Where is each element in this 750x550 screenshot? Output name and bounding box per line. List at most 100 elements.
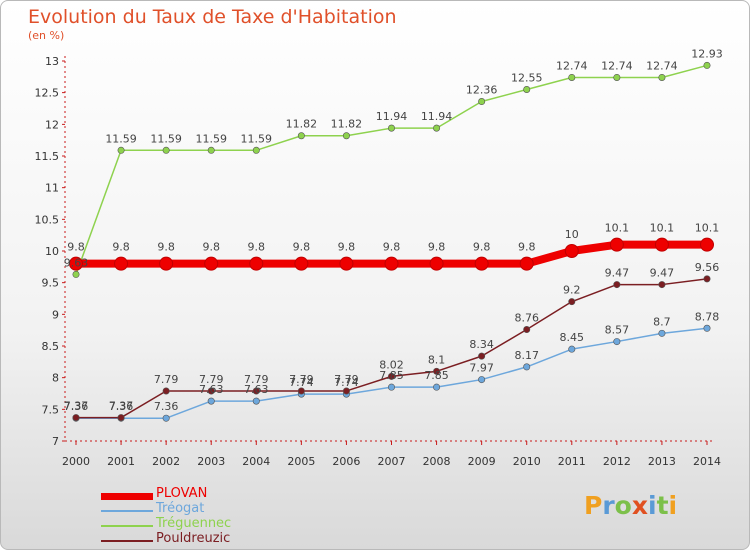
data-label-plovan: 10.1 [695,222,720,235]
y-tick-label: 8.5 [42,340,60,353]
data-label-treogat: 7.85 [379,369,404,382]
y-tick-label: 7 [52,435,59,448]
y-tick-label: 7.5 [42,403,60,416]
data-label-treguennec: 12.36 [466,84,498,97]
x-tick-label: 2014 [693,455,721,468]
data-label-treguennec: 11.59 [150,132,182,145]
data-point-treogat [658,329,666,337]
data-point-pouldreuzic [387,372,395,380]
data-point-treguennec [117,146,125,154]
y-tick-label: 9.5 [42,277,60,290]
data-point-pouldreuzic [478,352,486,360]
data-label-treogat: 7.74 [289,376,314,389]
x-tick-label: 2012 [603,455,631,468]
data-label-plovan: 9.8 [383,241,401,254]
data-label-plovan: 9.8 [428,241,446,254]
data-label-pouldreuzic: 7.79 [199,373,224,386]
data-label-plovan: 9.8 [473,241,491,254]
data-point-pouldreuzic [658,281,666,289]
y-tick-label: 11.5 [35,150,60,163]
data-point-plovan [519,256,534,271]
data-label-pouldreuzic: 8.1 [428,353,446,366]
data-point-pouldreuzic [207,387,215,395]
data-label-treguennec: 11.94 [376,110,408,123]
data-point-treogat [523,363,531,371]
data-point-treguennec [387,124,395,132]
data-label-treogat: 8.45 [560,331,585,344]
data-label-plovan: 9.8 [202,241,220,254]
data-label-plovan: 10.1 [605,222,630,235]
x-tick-label: 2006 [332,455,360,468]
data-point-treguennec [433,124,441,132]
data-point-pouldreuzic [72,414,80,422]
data-label-plovan: 9.8 [248,241,266,254]
data-point-treguennec [568,73,576,81]
x-tick-label: 2013 [648,455,676,468]
data-label-pouldreuzic: 8.76 [514,312,539,325]
data-label-treogat: 7.36 [154,400,179,413]
data-point-treogat [703,324,711,332]
data-point-plovan [429,256,444,271]
legend-label-treguennec: Tréguennec [156,516,232,531]
data-point-treguennec [252,146,260,154]
data-point-pouldreuzic [342,387,350,395]
data-point-pouldreuzic [117,414,125,422]
chart-title: Evolution du Taux de Taxe d'Habitation [28,6,397,28]
x-tick-label: 2005 [287,455,315,468]
legend-label-treogat: Tréogat [156,501,205,516]
data-point-plovan [474,256,489,271]
x-tick-label: 2008 [423,455,451,468]
data-label-plovan: 10.1 [650,222,675,235]
data-point-pouldreuzic [433,367,441,375]
data-label-treogat: 8.17 [514,349,539,362]
data-label-treguennec: 9.63 [64,256,89,269]
data-point-pouldreuzic [568,298,576,306]
x-tick-label: 2011 [558,455,586,468]
data-label-plovan: 9.8 [112,241,130,254]
data-point-treogat [252,397,260,405]
data-label-plovan: 9.8 [157,241,175,254]
data-label-treogat: 7.85 [424,369,449,382]
data-point-plovan [654,237,669,252]
data-label-pouldreuzic: 9.2 [563,284,581,297]
data-point-plovan [700,237,714,252]
data-label-plovan: 9.8 [518,241,536,254]
data-point-pouldreuzic [162,387,170,395]
proxiti-logo: Proxiti [584,491,678,520]
data-label-treogat: 8.57 [605,324,630,337]
data-label-treguennec: 11.94 [421,110,453,123]
data-label-treogat: 7.97 [469,362,494,375]
x-tick-label: 2009 [468,455,496,468]
data-point-treguennec [523,86,531,94]
data-label-treogat: 7.63 [199,383,224,396]
data-point-plovan [339,256,354,271]
data-point-pouldreuzic [523,326,531,334]
data-label-treguennec: 12.74 [556,59,588,72]
data-label-treguennec: 12.55 [511,72,543,85]
data-point-plovan [159,256,174,271]
y-tick-label: 11 [45,182,59,195]
legend-swatch-treguennec [101,525,153,527]
data-point-pouldreuzic [613,281,621,289]
x-tick-label: 2000 [62,455,90,468]
data-label-plovan: 9.8 [67,241,85,254]
data-label-treogat: 7.63 [244,383,269,396]
data-point-treguennec [703,61,711,69]
data-point-treogat [162,414,170,422]
data-point-treogat [207,397,215,405]
data-point-treguennec [478,98,486,106]
data-point-treguennec [658,73,666,81]
data-point-plovan [294,256,309,271]
data-label-pouldreuzic: 9.47 [605,267,630,280]
chart-unit-label: (en %) [28,29,65,42]
y-tick-label: 10 [45,245,59,258]
data-label-pouldreuzic: 7.37 [109,400,134,413]
data-point-plovan [114,256,129,271]
data-label-treguennec: 12.93 [691,47,723,60]
data-label-pouldreuzic: 9.56 [695,261,720,274]
data-point-pouldreuzic [703,275,711,283]
data-label-treguennec: 11.59 [105,132,137,145]
data-point-treguennec [72,270,80,278]
data-point-plovan [609,237,624,252]
